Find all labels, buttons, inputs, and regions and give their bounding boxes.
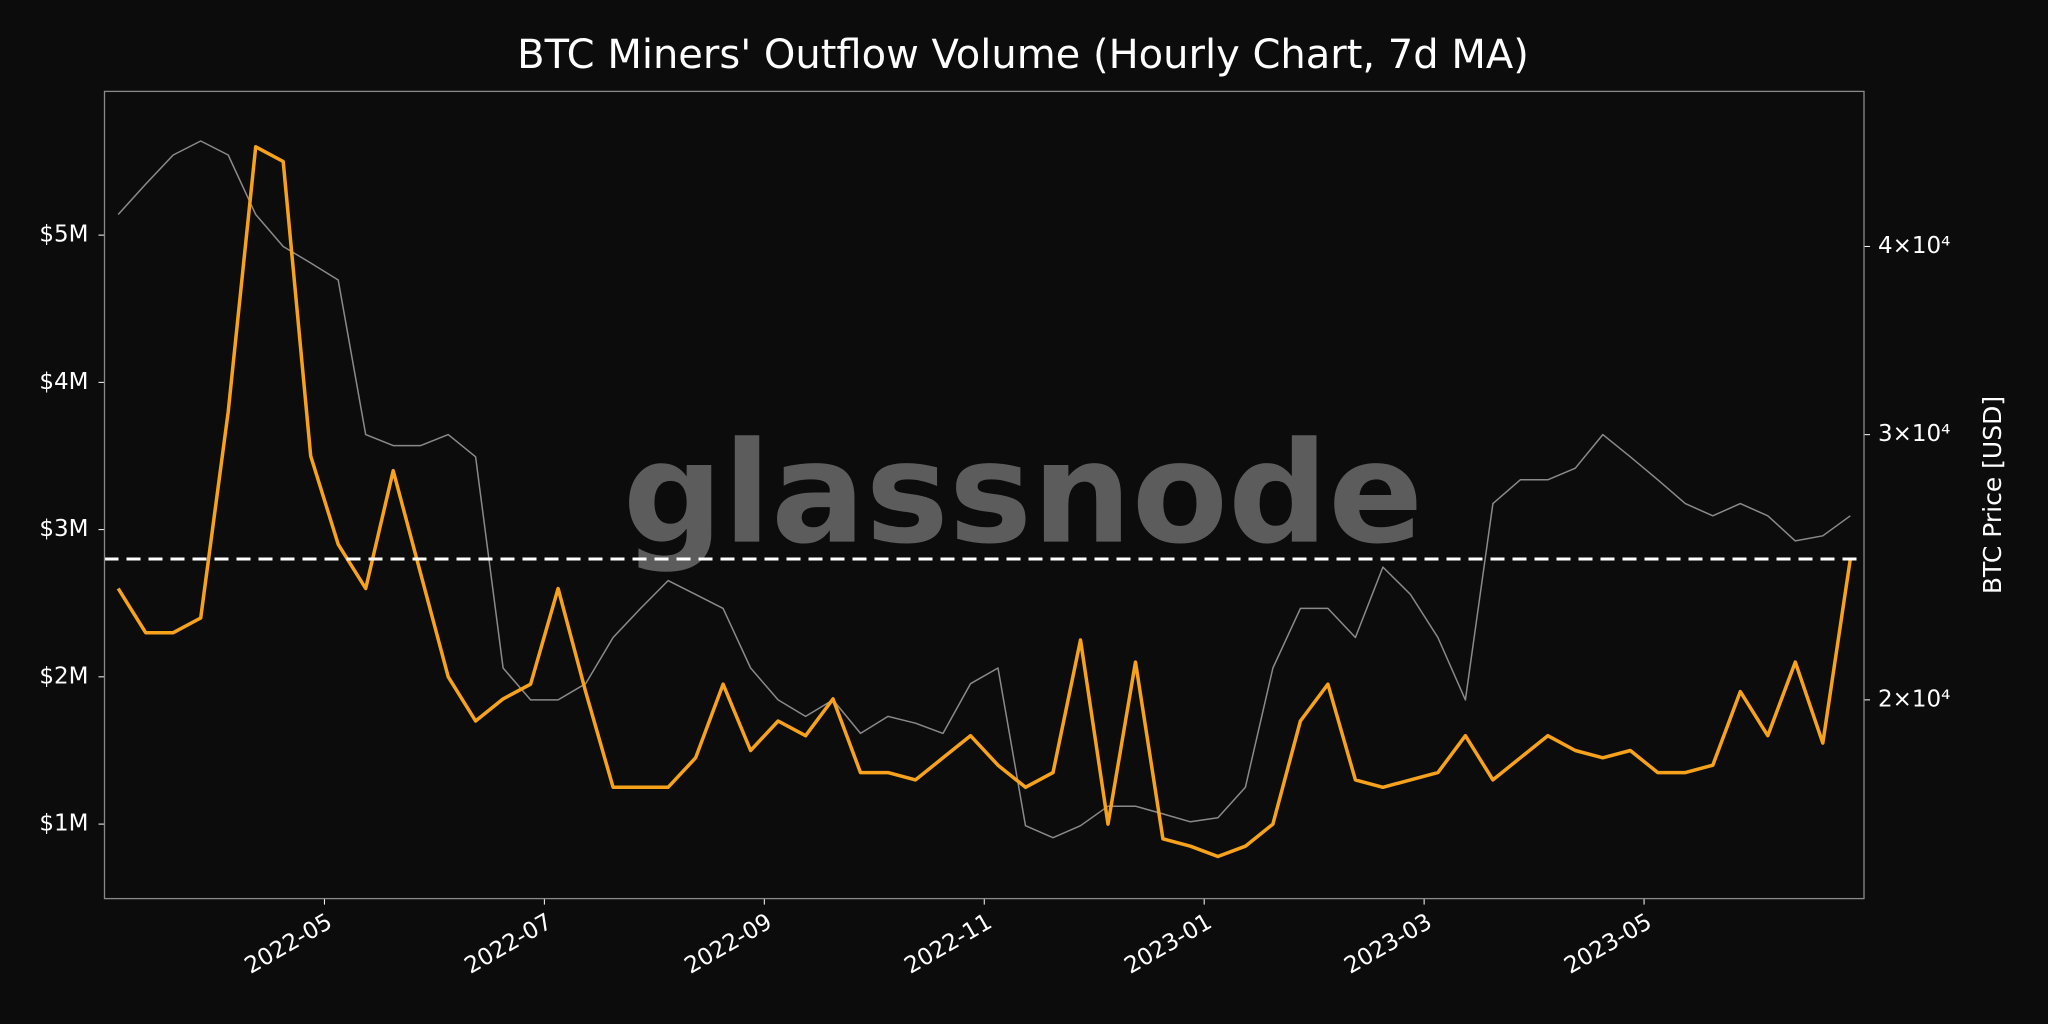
y-tick-label: $2M: [39, 663, 88, 689]
plot-frame: [103, 90, 1865, 900]
chart-title: BTC Miners' Outflow Volume (Hourly Chart…: [517, 32, 1529, 78]
y-tick-label: $3M: [39, 516, 88, 542]
outflow-line: [116, 145, 1853, 859]
watermark: glassnode: [623, 413, 1423, 576]
y2-tick-label: 4×10⁴: [1878, 233, 1950, 259]
y2-axis-label: BTC Price [USD]: [1978, 396, 2007, 594]
price-line: [117, 140, 1851, 839]
y2-tick-label: 2×10⁴: [1878, 686, 1950, 712]
y2-tick-label: 3×10⁴: [1878, 421, 1950, 447]
y-tick-label: $5M: [39, 222, 88, 248]
y-tick-label: $4M: [39, 369, 88, 395]
y-tick-label: $1M: [39, 811, 88, 837]
